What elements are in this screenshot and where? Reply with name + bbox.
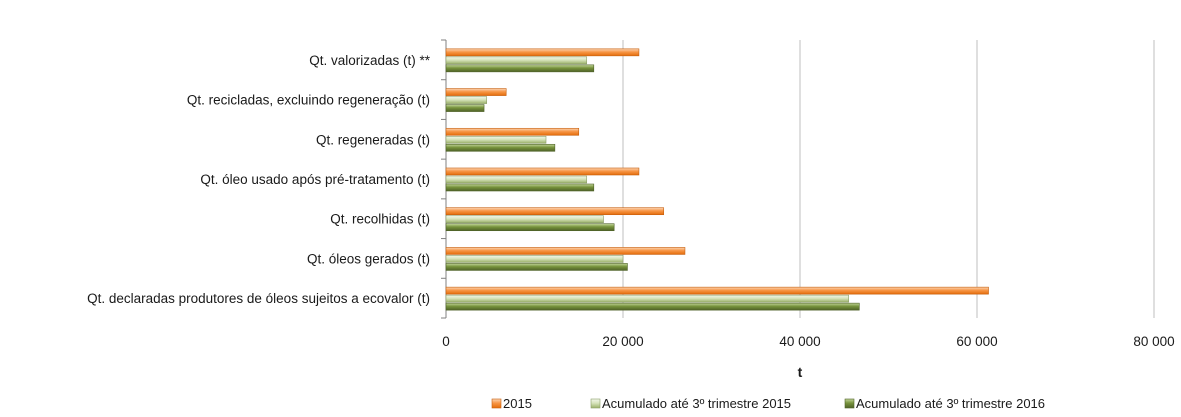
category-label: Qt. recicladas, excluindo regeneração (t… <box>187 93 430 108</box>
category-label: Qt. recolhidas (t) <box>330 212 430 227</box>
x-tick-label: 0 <box>442 334 450 349</box>
bar-acumulado-at-3-trimestre-2016-6 <box>445 302 860 311</box>
x-axis-title: t <box>798 364 803 380</box>
legend: 2015 Acumulado até 3º trimestre 2015 Acumu… <box>491 396 1045 411</box>
legend-swatch <box>590 398 601 409</box>
bar-acumulado-at-3-trimestre-2015-1 <box>445 96 488 104</box>
category-label: Qt. regeneradas (t) <box>316 132 430 147</box>
bar-2015-6 <box>445 286 989 295</box>
gridlines <box>622 40 1155 318</box>
bar-acumulado-at-3-trimestre-2016-5 <box>445 263 628 271</box>
bar-acumulado-at-3-trimestre-2015-4 <box>445 215 604 224</box>
bar-acumulado-at-3-trimestre-2015-6 <box>445 294 849 303</box>
bar-2015-3 <box>445 167 640 176</box>
bar-2015-4 <box>445 207 665 216</box>
bar-2015-5 <box>445 247 686 255</box>
category-label: Qt. valorizadas (t) ** <box>309 53 431 68</box>
legend-item: 2015 <box>491 396 532 411</box>
legend-label: Acumulado até 3º trimestre 2016 <box>856 396 1045 411</box>
category-label: Qt. óleo usado após pré-tratamento (t) <box>200 172 430 187</box>
bar-acumulado-at-3-trimestre-2015-0 <box>445 56 588 65</box>
bar-acumulado-at-3-trimestre-2016-3 <box>445 183 595 192</box>
bars <box>445 48 989 311</box>
x-tick-labels: 0 20 000 40 000 60 000 80 000 <box>442 334 1174 349</box>
category-label: Qt. declaradas produtores de óleos sujei… <box>87 291 430 306</box>
legend-item: Acumulado até 3º trimestre 2015 <box>590 396 791 411</box>
bar-acumulado-at-3-trimestre-2016-2 <box>445 143 556 152</box>
bar-acumulado-at-3-trimestre-2016-0 <box>445 64 595 73</box>
bar-acumulado-at-3-trimestre-2015-3 <box>445 175 588 184</box>
bar-2015-0 <box>445 48 640 57</box>
x-tick-label: 20 000 <box>602 334 643 349</box>
category-label: Qt. óleos gerados (t) <box>307 251 430 266</box>
bar-acumulado-at-3-trimestre-2015-2 <box>445 135 547 144</box>
bar-2015-1 <box>445 88 507 96</box>
legend-swatch <box>491 398 502 409</box>
legend-label: 2015 <box>503 396 532 411</box>
legend-item: Acumulado até 3º trimestre 2016 <box>844 396 1045 411</box>
x-tick-label: 80 000 <box>1133 334 1174 349</box>
legend-label: Acumulado até 3º trimestre 2015 <box>602 396 791 411</box>
axes <box>441 39 447 319</box>
bar-acumulado-at-3-trimestre-2016-1 <box>445 104 485 112</box>
bar-acumulado-at-3-trimestre-2015-5 <box>445 255 624 263</box>
x-tick-label: 60 000 <box>956 334 997 349</box>
category-labels: Qt. valorizadas (t) ** Qt. recicladas, ex… <box>87 53 431 306</box>
bar-2015-2 <box>445 127 580 136</box>
x-tick-label: 40 000 <box>779 334 820 349</box>
legend-swatch <box>844 398 855 409</box>
bar-acumulado-at-3-trimestre-2016-4 <box>445 223 615 232</box>
